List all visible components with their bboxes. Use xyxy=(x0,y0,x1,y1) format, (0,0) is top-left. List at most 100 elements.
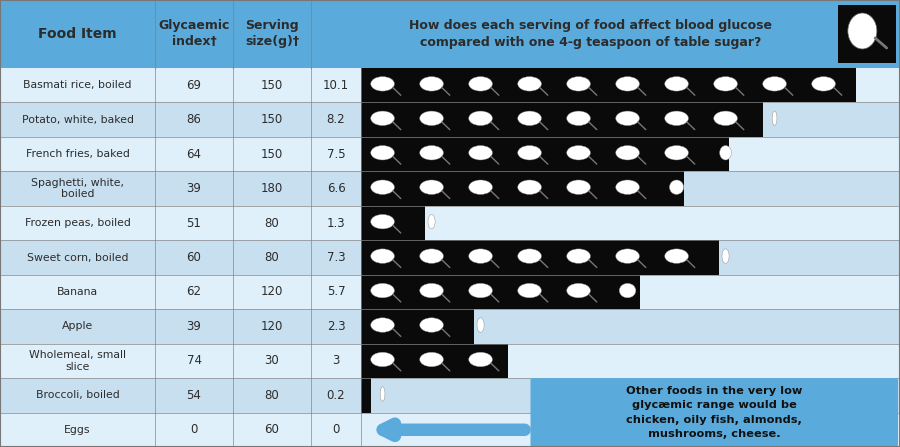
Text: 51: 51 xyxy=(186,216,202,230)
Ellipse shape xyxy=(419,146,444,160)
Bar xyxy=(410,240,459,275)
Ellipse shape xyxy=(469,111,492,126)
Ellipse shape xyxy=(518,283,542,298)
Bar xyxy=(410,206,425,240)
Bar xyxy=(851,68,856,102)
Text: 39: 39 xyxy=(186,182,202,195)
Bar xyxy=(361,171,410,206)
Text: Potato, white, baked: Potato, white, baked xyxy=(22,115,133,125)
Text: 3: 3 xyxy=(332,354,339,367)
Bar xyxy=(361,344,900,378)
Bar xyxy=(361,309,900,344)
Bar xyxy=(704,68,753,102)
Ellipse shape xyxy=(616,180,639,194)
Bar xyxy=(361,68,900,102)
Text: Basmati rice, boiled: Basmati rice, boiled xyxy=(23,80,131,90)
Ellipse shape xyxy=(619,283,636,298)
Ellipse shape xyxy=(812,76,835,91)
Bar xyxy=(410,68,459,102)
Text: 150: 150 xyxy=(261,113,284,126)
Ellipse shape xyxy=(469,180,492,194)
Bar xyxy=(361,68,410,102)
Bar xyxy=(410,171,459,206)
Bar xyxy=(655,171,684,206)
Bar xyxy=(508,275,557,309)
Bar xyxy=(459,137,508,171)
Bar xyxy=(410,309,459,344)
Text: Broccoli, boiled: Broccoli, boiled xyxy=(36,390,120,401)
Text: 6.6: 6.6 xyxy=(327,182,346,195)
Bar xyxy=(655,137,704,171)
Bar xyxy=(459,240,508,275)
Text: 74: 74 xyxy=(186,354,202,367)
Ellipse shape xyxy=(567,76,590,91)
Bar xyxy=(0,137,361,171)
Bar xyxy=(0,378,361,413)
Text: Spaghetti, white,
boiled: Spaghetti, white, boiled xyxy=(31,178,124,199)
Text: Wholemeal, small
slice: Wholemeal, small slice xyxy=(29,350,126,371)
Text: 0.2: 0.2 xyxy=(327,389,346,402)
Bar xyxy=(508,137,557,171)
Bar xyxy=(0,309,361,344)
Text: 39: 39 xyxy=(186,320,202,333)
Bar xyxy=(508,171,557,206)
Bar xyxy=(557,68,606,102)
Ellipse shape xyxy=(371,249,394,263)
Bar xyxy=(361,171,900,206)
Bar xyxy=(0,413,361,447)
Bar xyxy=(704,102,753,137)
Ellipse shape xyxy=(567,146,590,160)
Ellipse shape xyxy=(419,249,444,263)
Bar xyxy=(459,68,508,102)
Bar xyxy=(557,275,606,309)
Bar xyxy=(410,275,459,309)
Bar xyxy=(361,275,410,309)
Ellipse shape xyxy=(371,76,394,91)
Ellipse shape xyxy=(714,111,737,126)
Ellipse shape xyxy=(670,180,684,194)
Bar xyxy=(606,171,655,206)
Ellipse shape xyxy=(371,352,394,367)
Text: Sweet corn, boiled: Sweet corn, boiled xyxy=(27,253,128,262)
Bar xyxy=(0,68,361,102)
Ellipse shape xyxy=(518,76,542,91)
Text: 30: 30 xyxy=(265,354,279,367)
Ellipse shape xyxy=(616,111,639,126)
Ellipse shape xyxy=(665,249,688,263)
Bar xyxy=(361,378,900,413)
Ellipse shape xyxy=(665,146,688,160)
Bar xyxy=(361,206,900,240)
Ellipse shape xyxy=(419,352,444,367)
Text: 8.2: 8.2 xyxy=(327,113,346,126)
Ellipse shape xyxy=(567,111,590,126)
Bar xyxy=(704,137,728,171)
Ellipse shape xyxy=(469,283,492,298)
Text: 60: 60 xyxy=(265,423,279,436)
Bar xyxy=(838,5,896,63)
Ellipse shape xyxy=(419,283,444,298)
Bar xyxy=(361,240,410,275)
Text: 150: 150 xyxy=(261,79,284,92)
Bar xyxy=(410,137,459,171)
Bar xyxy=(0,344,361,378)
Text: Other foods in the very low
glycæmic range would be
chicken, oily fish, almonds,: Other foods in the very low glycæmic ran… xyxy=(626,386,803,439)
Bar xyxy=(802,68,851,102)
Ellipse shape xyxy=(371,146,394,160)
Text: 80: 80 xyxy=(265,389,279,402)
Text: 80: 80 xyxy=(265,216,279,230)
Bar xyxy=(361,240,900,275)
Text: 10.1: 10.1 xyxy=(323,79,349,92)
Text: 5.7: 5.7 xyxy=(327,286,346,299)
Bar xyxy=(0,206,361,240)
Ellipse shape xyxy=(616,249,639,263)
Text: 54: 54 xyxy=(186,389,202,402)
Ellipse shape xyxy=(371,215,394,229)
Text: 120: 120 xyxy=(261,286,284,299)
Bar xyxy=(361,137,900,171)
Text: 64: 64 xyxy=(186,148,202,160)
FancyArrowPatch shape xyxy=(382,424,525,436)
Ellipse shape xyxy=(469,146,492,160)
Text: 60: 60 xyxy=(186,251,202,264)
Bar xyxy=(361,275,900,309)
Ellipse shape xyxy=(720,146,732,160)
